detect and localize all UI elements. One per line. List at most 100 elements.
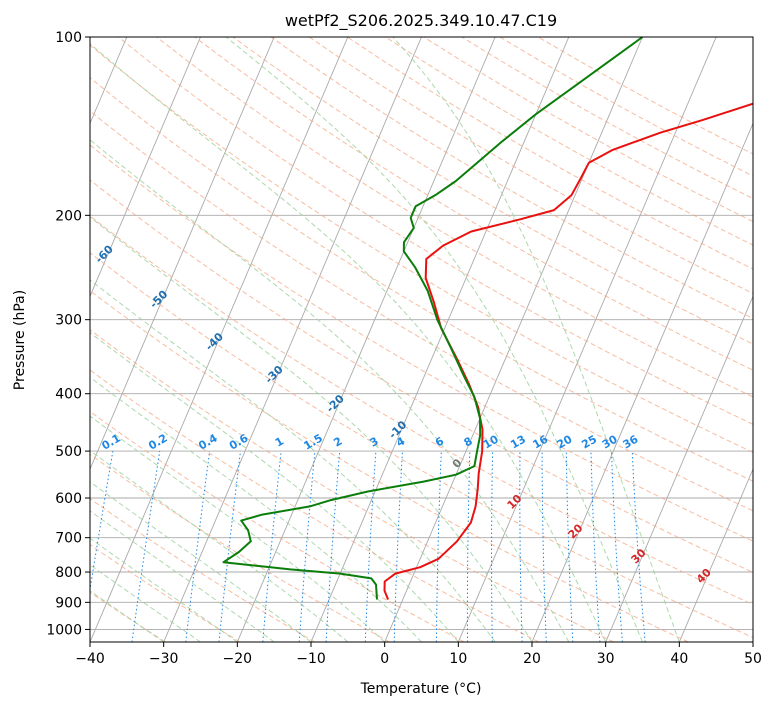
isotherm-line [236,37,496,642]
mixing-ratio-line [185,451,211,642]
mixing-ratio-line [491,451,494,642]
isotherm-line [605,295,753,642]
moist-adiabat-label: 10 [505,492,525,512]
dry-adiabat-line [423,37,753,223]
dry-adiabat-line [461,37,753,200]
dry-adiabat-line [90,110,753,512]
mixing-ratio-label: 25 [579,433,599,452]
y-tick-label: 900 [55,595,82,611]
background-lines [90,37,753,642]
mixing-ratio-label: 3 [368,435,381,450]
mixing-ratio-line [631,451,646,642]
isotherm-line [90,37,349,642]
moist-adiabat-line [90,537,238,642]
x-tick-label: 0 [380,651,389,667]
mixing-ratio-line [262,451,282,642]
mixing-ratio-line [519,451,523,642]
mixing-ratio-label: 0.2 [146,432,169,453]
dry-adiabat-line [90,179,753,573]
mixing-ratio-label: 10 [481,432,501,451]
mixing-ratio-line [218,451,241,642]
mixing-ratio-line [298,451,316,642]
dry-adiabat-line [90,591,166,642]
isotherm-line [678,467,753,642]
moist-adiabat-line [90,481,312,642]
isotherm-line [752,640,753,642]
mixing-ratio-label: 36 [621,432,641,451]
moist-adiabat-label: 40 [694,566,714,586]
moist-adiabat-label: 0 [450,456,465,471]
mixing-ratio-label: 0.1 [99,432,122,453]
moist-adiabat-line [90,139,570,642]
y-tick-label: 100 [55,30,82,46]
dry-adiabat-line [90,215,753,606]
dry-adiabat-line [90,76,753,482]
mixing-ratio-label: 1 [273,435,286,450]
dry-adiabat-line [537,37,753,155]
dry-adiabat-line [232,37,753,345]
x-axis-label: Temperature (°C) [360,681,482,697]
moist-adiabat-line [90,376,422,642]
y-tick-label: 400 [55,387,82,403]
mixing-ratio-label: 30 [600,432,620,451]
moist-adiabat-label: 20 [566,521,586,541]
moist-adiabat-line [90,449,349,642]
y-tick-label: 1000 [46,622,82,638]
x-tick-label: 20 [523,651,541,667]
y-tick-label: 300 [55,313,82,329]
y-axis: 100 200 300 400 500 600 700 800 900 1000 [46,30,90,638]
dry-adiabat-label: -10 [386,418,409,441]
mixing-ratio-label: 8 [462,435,475,450]
dry-adiabat-line [194,37,753,371]
x-tick-label: −20 [223,651,253,667]
x-tick-label: −10 [296,651,326,667]
mixing-ratio-line [565,451,574,642]
x-tick-label: 50 [744,651,762,667]
dry-adiabat-label: -40 [203,330,226,353]
mixing-ratio-label: 13 [508,433,528,452]
isotherm-line [163,37,422,642]
dry-adiabat-label: -60 [93,242,116,265]
dry-adiabat-line [90,410,465,642]
moist-adiabat-line [90,279,496,642]
dry-adiabat-line [90,453,390,642]
isotherm-line [90,37,275,471]
x-tick-label: −30 [149,651,179,667]
moist-adiabat-line [225,37,643,642]
dry-adiabat-line [90,498,315,642]
x-tick-label: −40 [75,651,105,667]
inline-labels: 0.10.20.40.611.52346810131620253036-100-… [0,127,714,586]
dry-adiabat-label: -80 [0,127,18,150]
mixing-ratio-label: 20 [555,432,575,451]
isotherm-line [384,37,643,642]
mixing-ratio-label: 1.5 [301,432,324,453]
dry-adiabat-line [156,37,753,398]
mixing-ratio-label: 6 [433,434,446,449]
mixing-ratio-line [90,451,114,593]
chart-title: wetPf2_S206.2025.349.10.47.C19 [285,11,557,31]
mixing-ratio-label: 2 [331,435,344,450]
dry-adiabat-line [90,252,753,639]
mixing-ratio-label: 0.6 [227,431,251,452]
dry-adiabat-line [90,329,614,642]
mixing-ratio-line [131,451,161,642]
temperature-profile-line [383,102,753,600]
moist-adiabat-line [90,564,201,642]
dry-adiabat-label: -50 [147,288,170,311]
mixing-ratio-label: 16 [530,432,550,451]
dry-adiabat-line [90,369,540,642]
moist-adiabat-line [392,37,680,642]
dry-adiabat-line [385,37,753,246]
moist-adiabat-line [90,43,607,642]
dry-adiabat-line [90,144,753,542]
isotherm-line [310,37,570,642]
mixing-ratio-label: 0.4 [196,431,220,452]
y-axis-label: Pressure (hPa) [12,290,28,390]
moist-adiabat-line [90,415,386,642]
moist-adiabat-line [90,510,275,642]
dry-adiabat-line [270,37,753,320]
moist-adiabat-line [90,216,533,642]
moist-adiabat-line [90,331,459,642]
isotherm-line [457,37,717,642]
